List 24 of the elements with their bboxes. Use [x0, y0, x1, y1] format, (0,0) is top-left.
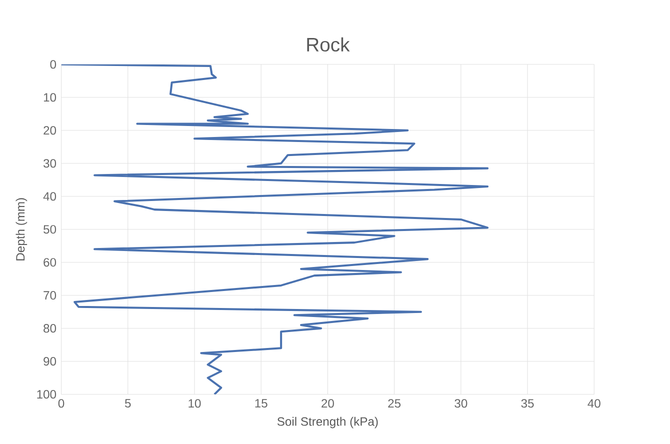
chart-title: Rock: [307, 37, 350, 52]
y-tick-label: 80: [44, 324, 56, 333]
y-tick-label: 0: [50, 60, 56, 69]
line-series: [61, 64, 489, 394]
y-tick-label: 90: [44, 357, 56, 366]
x-tick-label: 20: [322, 399, 334, 408]
x-tick-label: 10: [188, 399, 201, 408]
y-axis-title: Depth (mm): [16, 198, 28, 260]
y-tick-label: 60: [44, 258, 56, 267]
x-tick-label: 15: [255, 399, 268, 408]
x-tick-label: 30: [454, 399, 468, 408]
x-tick-label: 5: [124, 399, 131, 408]
y-tick-label: 40: [43, 192, 56, 201]
x-tick-label: 25: [388, 399, 401, 408]
x-tick-label: 0: [58, 399, 64, 408]
x-axis-title: Soil Strength (kPa): [277, 416, 378, 428]
y-tick-label: 70: [44, 291, 56, 300]
y-tick-label: 20: [44, 126, 56, 135]
y-tick-label: 100: [37, 390, 56, 399]
x-tick-label: 35: [521, 399, 534, 408]
y-tick-label: 30: [44, 159, 56, 168]
x-tick-label: 40: [588, 399, 600, 408]
y-tick-label: 50: [44, 225, 56, 234]
y-tick-label: 10: [44, 93, 56, 102]
